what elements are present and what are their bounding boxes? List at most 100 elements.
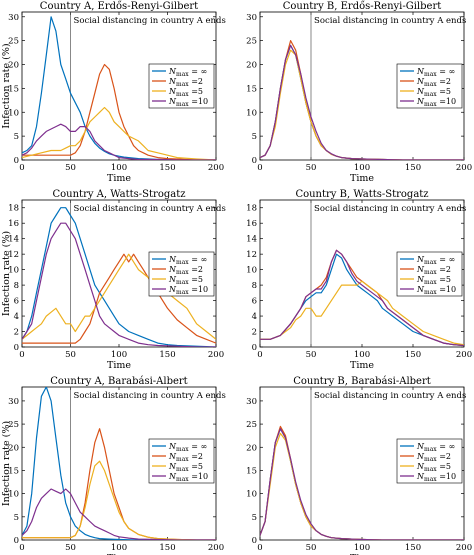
series-line-4	[22, 488, 216, 540]
legend-label: Nmax = ∞	[168, 442, 207, 453]
series-group	[260, 39, 464, 160]
y-tick-label: 14	[8, 235, 19, 245]
legend-label: Nmax =10	[416, 472, 456, 483]
y-tick-label: 18	[246, 204, 257, 214]
y-tick-label: 8	[252, 281, 257, 291]
y-tick-label: 25	[246, 420, 257, 430]
legend-label: Nmax =10	[168, 285, 208, 296]
y-tick-label: 5	[14, 513, 19, 523]
y-tick-label: 20	[8, 61, 19, 71]
y-tick-label: 10	[8, 490, 19, 500]
y-axis-label: Infection rate (%)	[1, 43, 12, 128]
y-tick-label: 15	[8, 84, 19, 94]
x-tick-label: 0	[19, 350, 24, 360]
y-tick-label: 30	[8, 13, 19, 23]
x-tick-label: 0	[19, 163, 24, 173]
y-tick-label: 14	[246, 235, 257, 245]
y-tick-label: 12	[8, 250, 19, 260]
series-group	[260, 249, 464, 347]
y-tick-label: 20	[246, 61, 257, 71]
legend-label: Nmax = ∞	[416, 67, 455, 78]
y-tick-label: 25	[8, 37, 19, 47]
y-tick-label: 25	[8, 420, 19, 430]
legend-label: Nmax =2	[168, 265, 203, 276]
legend-label: Nmax = ∞	[168, 67, 207, 78]
x-axis-label: Time	[350, 360, 374, 371]
x-tick-label: 200	[208, 350, 224, 360]
social-distancing-label: Social distancing in country A ends	[74, 391, 226, 401]
x-tick-label: 150	[159, 543, 175, 553]
x-axis-label: Time	[350, 173, 374, 184]
x-tick-label: 0	[257, 163, 262, 173]
y-tick-label: 4	[252, 312, 257, 322]
x-tick-label: 200	[208, 163, 224, 173]
x-tick-label: 150	[405, 543, 421, 553]
x-tick-label: 0	[257, 350, 262, 360]
y-tick-label: 18	[8, 204, 19, 214]
series-line-4	[260, 44, 464, 160]
y-tick-label: 8	[14, 281, 19, 291]
chart-title: Country B, Erdős-Renyi-Gilbert	[283, 1, 442, 12]
y-tick-label: 2	[252, 328, 257, 338]
y-tick-label: 10	[246, 490, 257, 500]
chart-title: Country B, Watts-Strogatz	[295, 189, 428, 200]
panel-4: Country B, Watts-Strogatz 0 50 100 150 200 0 2 4…	[246, 189, 472, 371]
series-line-4	[22, 222, 216, 347]
x-tick-label: 50	[306, 163, 317, 173]
x-tick-label: 100	[354, 543, 370, 553]
y-axis-label: Infection rate (%)	[1, 231, 12, 316]
x-tick-label: 50	[65, 350, 76, 360]
y-tick-label: 30	[8, 397, 19, 407]
x-axis-label: Time	[107, 360, 131, 371]
legend-label: Nmax =10	[168, 472, 208, 483]
legend-label: Nmax = ∞	[168, 255, 207, 266]
y-tick-label: 16	[246, 219, 257, 229]
y-tick-label: 20	[8, 443, 19, 453]
legend-label: Nmax = ∞	[416, 442, 455, 453]
y-tick-label: 0	[252, 536, 257, 546]
panel-6: Country B, Barabási-Albert 0 50 100 150 200 0 5…	[246, 376, 472, 555]
social-distancing-label: Social distancing in country A ends	[314, 204, 466, 214]
x-tick-label: 150	[159, 350, 175, 360]
x-tick-label: 200	[456, 163, 472, 173]
series-line-2	[22, 63, 216, 160]
chart-title: Country A, Erdős-Renyi-Gilbert	[40, 1, 198, 12]
x-tick-label: 200	[456, 543, 472, 553]
social-distancing-label: Social distancing in country A ends	[314, 391, 466, 401]
x-axis-label: Time	[107, 173, 131, 184]
x-tick-label: 200	[456, 350, 472, 360]
legend-label: Nmax =5	[168, 87, 203, 98]
y-tick-label: 0	[14, 343, 19, 353]
panel-3: Country A, Watts-Strogatz 0 50 100 150 200 0 2 4…	[1, 189, 226, 371]
y-tick-label: 10	[8, 266, 19, 276]
x-tick-label: 0	[19, 543, 24, 553]
x-tick-label: 100	[354, 163, 370, 173]
legend-label: Nmax =5	[416, 87, 451, 98]
series-line-2	[22, 253, 216, 344]
x-tick-label: 100	[111, 163, 127, 173]
legend-label: Nmax =10	[416, 285, 456, 296]
social-distancing-label: Social distancing in country A ends	[74, 204, 226, 214]
series-line-4	[260, 249, 464, 347]
chart-title: Country B, Barabási-Albert	[293, 376, 431, 387]
x-tick-label: 100	[354, 350, 370, 360]
legend-label: Nmax =10	[168, 97, 208, 108]
x-tick-label: 150	[405, 350, 421, 360]
x-tick-label: 50	[65, 163, 76, 173]
legend-label: Nmax =2	[416, 265, 451, 276]
x-tick-label: 50	[306, 543, 317, 553]
y-tick-label: 0	[252, 156, 257, 166]
series-line-3	[22, 106, 216, 160]
y-tick-label: 30	[246, 397, 257, 407]
y-axis-label: Infection rate (%)	[1, 421, 12, 506]
x-tick-label: 200	[208, 543, 224, 553]
y-tick-label: 5	[14, 132, 19, 142]
y-tick-label: 6	[252, 297, 257, 307]
